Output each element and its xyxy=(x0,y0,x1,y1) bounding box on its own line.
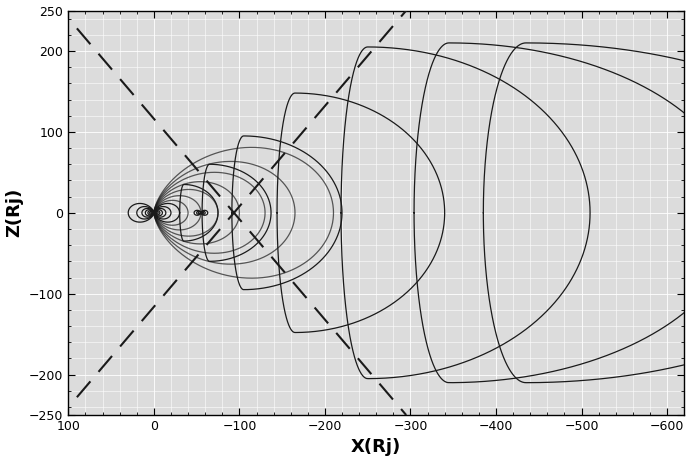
X-axis label: X(Rj): X(Rj) xyxy=(351,438,401,456)
Y-axis label: Z(Rj): Z(Rj) xyxy=(6,188,24,237)
